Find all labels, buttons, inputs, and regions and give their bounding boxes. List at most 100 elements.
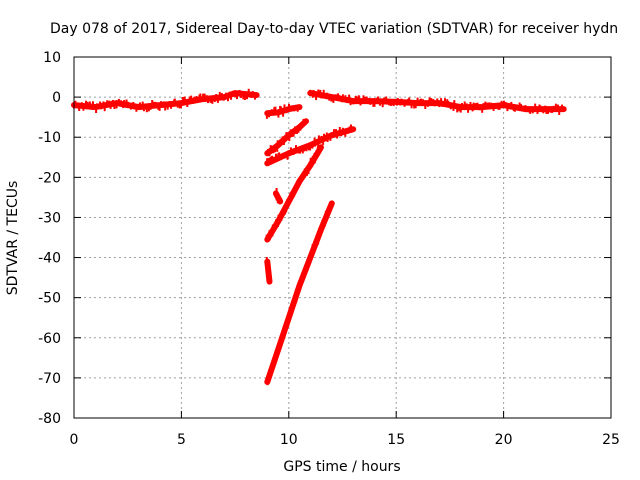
data-point [176, 101, 179, 108]
data-point [426, 100, 429, 107]
data-point [205, 95, 208, 102]
data-point [344, 130, 347, 137]
data-point [181, 97, 184, 103]
x-tick-label: 25 [602, 432, 620, 448]
data-point [349, 99, 352, 106]
data-point [346, 97, 349, 104]
data-point [492, 104, 495, 111]
data-point [193, 96, 196, 103]
data-point [436, 98, 439, 105]
data-point [525, 106, 528, 113]
data-point [279, 339, 282, 346]
data-point [178, 102, 181, 109]
grid [74, 57, 611, 418]
data-point [328, 206, 331, 212]
data-point [268, 150, 271, 157]
data-point [286, 199, 289, 206]
data-point [554, 103, 557, 110]
data-point [309, 157, 312, 164]
data-point [274, 355, 277, 362]
data-point [268, 230, 271, 237]
data-point [273, 156, 276, 163]
data-point [318, 230, 321, 237]
data-point [399, 99, 402, 106]
y-tick-label: -20 [38, 170, 61, 186]
data-point [326, 136, 329, 142]
data-point [92, 101, 94, 108]
data-point [285, 203, 288, 210]
data-point [109, 102, 112, 109]
data-point [297, 283, 300, 290]
data-point [280, 154, 282, 161]
data-point [300, 279, 303, 286]
data-point [373, 100, 376, 107]
data-point [319, 228, 322, 235]
data-point [506, 105, 509, 112]
data-point [282, 139, 285, 145]
data-point [268, 234, 271, 241]
data-point [274, 106, 277, 113]
data-point [372, 100, 375, 107]
data-point [289, 197, 292, 203]
data-point [276, 140, 279, 147]
data-point [277, 214, 280, 221]
data-point [160, 101, 163, 108]
data-point [311, 250, 313, 257]
x-tick-label: 20 [495, 432, 513, 448]
data-point [319, 89, 322, 96]
data-point [269, 372, 272, 379]
data-point [547, 107, 549, 114]
data-point [202, 93, 205, 100]
data-point [407, 98, 410, 105]
data-point [102, 101, 105, 108]
data-point [284, 322, 287, 329]
data-point [327, 207, 330, 214]
data-point [306, 169, 308, 176]
data-point [143, 105, 145, 112]
data-point [520, 104, 522, 111]
data-point [266, 379, 269, 386]
series-track-main-afternoon [307, 89, 567, 115]
series-track-d [264, 200, 335, 386]
data-point [323, 220, 326, 227]
data-point [270, 109, 273, 116]
data-point [330, 202, 333, 209]
data-point [467, 106, 470, 113]
data-point [287, 150, 290, 157]
data-point [558, 109, 561, 115]
data-point [312, 246, 315, 253]
data-point [510, 101, 513, 108]
data-point [270, 229, 272, 236]
data-point [332, 96, 335, 103]
data-point [188, 96, 191, 103]
data-point [173, 98, 176, 105]
data-point [271, 230, 274, 237]
data-point [295, 293, 298, 300]
data-point [276, 197, 279, 204]
data-point [299, 178, 301, 185]
data-point [287, 317, 290, 324]
data-point [103, 105, 106, 112]
data-point [469, 102, 472, 108]
data-point [479, 104, 482, 111]
data-point [115, 102, 118, 109]
data-point [552, 105, 555, 112]
data-point [385, 96, 388, 103]
data-point [277, 221, 279, 227]
data-point [287, 320, 290, 327]
data-point [320, 92, 323, 99]
data-point [388, 99, 390, 106]
data-point [88, 101, 91, 108]
data-point [218, 91, 221, 98]
data-point [106, 100, 109, 107]
data-point [290, 131, 293, 138]
data-point [297, 147, 300, 154]
data-point [490, 102, 493, 109]
data-point [297, 289, 300, 295]
data-point [254, 93, 256, 100]
data-point [268, 274, 271, 281]
data-point [293, 185, 296, 192]
data-point [341, 94, 344, 101]
data-point [542, 107, 545, 114]
data-point [302, 270, 305, 277]
